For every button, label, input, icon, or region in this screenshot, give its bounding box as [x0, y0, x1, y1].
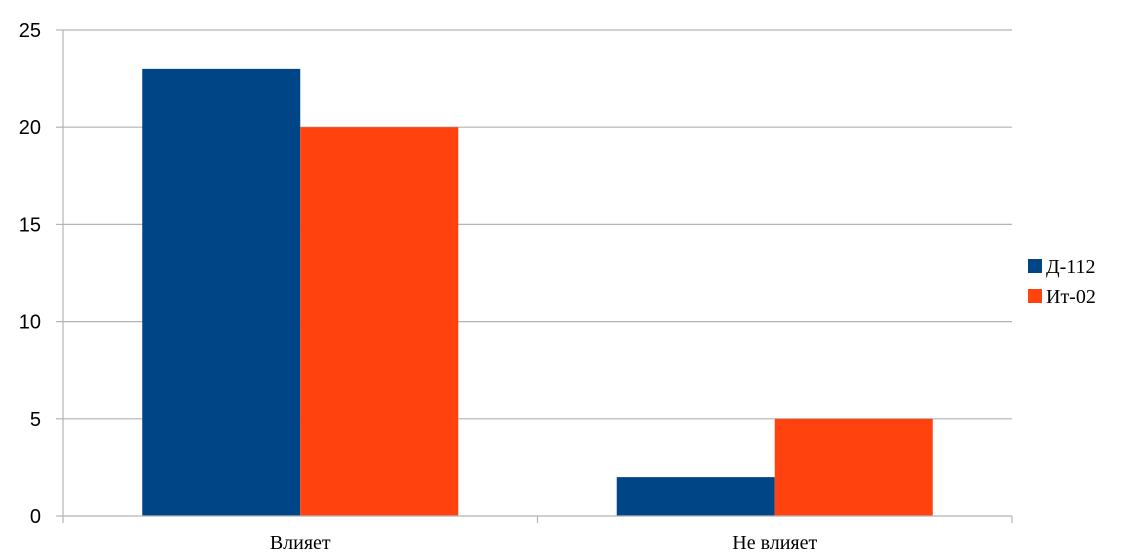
legend-label: Д-112: [1046, 256, 1096, 278]
y-tick-label: 15: [19, 214, 41, 236]
bar-series1-cat1: [142, 68, 301, 516]
legend: Д-112 Ит-02: [1028, 256, 1096, 308]
bars: [142, 68, 933, 516]
x-category-labels: Влияет Не влияет: [270, 532, 818, 554]
bar-series2-cat1: [300, 127, 459, 516]
x-category-label: Влияет: [270, 532, 331, 554]
bar-series1-cat2: [616, 477, 775, 516]
y-tick-label: 5: [30, 409, 41, 431]
bar-series2-cat2: [774, 418, 933, 516]
y-tick-label: 10: [19, 312, 41, 334]
y-tick-label: 0: [30, 506, 41, 528]
legend-label: Ит-02: [1046, 286, 1096, 308]
y-tick-label: 25: [19, 20, 41, 42]
x-category-label: Не влияет: [732, 532, 817, 554]
legend-swatch: [1028, 289, 1042, 303]
axes: [62, 30, 1013, 523]
y-tick-labels: 0 5 10 15 20 25: [19, 20, 41, 528]
y-tick-label: 20: [19, 117, 41, 139]
legend-swatch: [1028, 259, 1042, 273]
